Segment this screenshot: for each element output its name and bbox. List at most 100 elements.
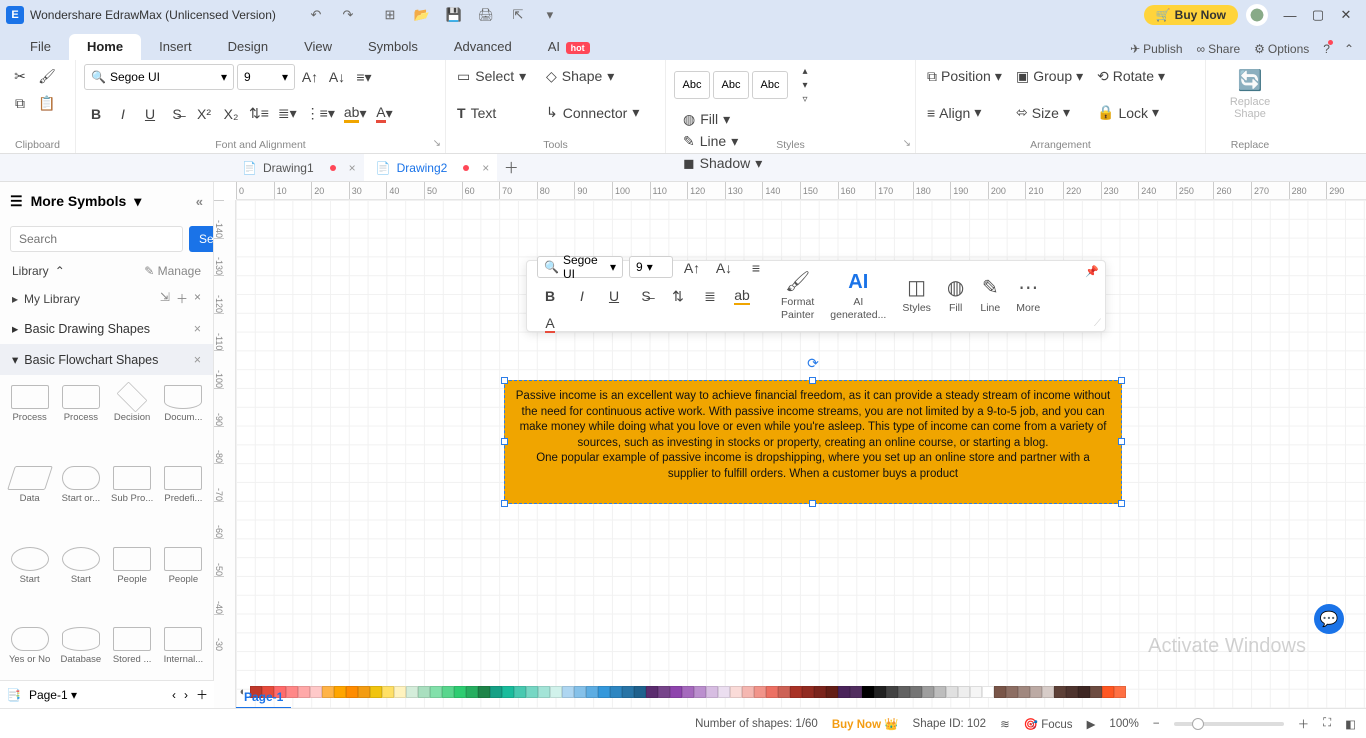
- float-strike[interactable]: S̶: [633, 284, 659, 308]
- menu-view[interactable]: View: [286, 34, 350, 60]
- shape-text[interactable]: Passive income is an excellent way to ac…: [505, 381, 1121, 490]
- shape-thumb-data[interactable]: Data: [4, 462, 55, 541]
- color-swatch[interactable]: [454, 686, 466, 698]
- category-basic-drawing[interactable]: ▸ Basic Drawing Shapes×: [0, 313, 213, 344]
- options-button[interactable]: ⚙ Options: [1254, 42, 1309, 56]
- color-swatch[interactable]: [586, 686, 598, 698]
- add-tab-button[interactable]: ＋: [497, 154, 525, 181]
- shape-thumb-people[interactable]: People: [158, 543, 209, 622]
- library-header[interactable]: Library ⌃ ✎ Manage: [0, 258, 213, 284]
- color-swatch[interactable]: [694, 686, 706, 698]
- doctab-drawing2[interactable]: 📄 Drawing2×: [364, 154, 498, 181]
- color-swatch[interactable]: [922, 686, 934, 698]
- color-swatch[interactable]: [946, 686, 958, 698]
- grow-font-button[interactable]: A↑: [298, 65, 322, 89]
- italic-button[interactable]: I: [111, 102, 135, 126]
- shape-thumb-docum-[interactable]: Docum...: [158, 381, 209, 460]
- float-underline[interactable]: U: [601, 284, 627, 308]
- color-swatch[interactable]: [706, 686, 718, 698]
- zoom-value[interactable]: 100%: [1109, 718, 1138, 730]
- float-linespacing[interactable]: ⇅: [665, 284, 691, 308]
- color-swatch[interactable]: [1006, 686, 1018, 698]
- float-line[interactable]: ✎Line: [972, 265, 1008, 327]
- close-icon[interactable]: ×: [194, 322, 201, 336]
- shape-thumb-predefi-[interactable]: Predefi...: [158, 462, 209, 541]
- save-button[interactable]: 💾: [442, 3, 466, 27]
- float-ai-generated[interactable]: AIAI generated...: [822, 265, 894, 327]
- resize-handle-ne[interactable]: [1118, 377, 1125, 384]
- color-swatch[interactable]: [742, 686, 754, 698]
- color-swatch[interactable]: [514, 686, 526, 698]
- drawing-canvas[interactable]: 🔍Segoe UI▾ 9▾ A↑ A↓ ≡ B I U S̶ ⇅ ≣ ab A …: [236, 200, 1366, 708]
- color-swatch[interactable]: [802, 686, 814, 698]
- color-swatch[interactable]: [646, 686, 658, 698]
- share-button[interactable]: ∞ Share: [1197, 42, 1241, 56]
- menu-file[interactable]: File: [12, 34, 69, 60]
- color-swatch[interactable]: [394, 686, 406, 698]
- color-swatch[interactable]: [658, 686, 670, 698]
- float-highlight[interactable]: ab: [729, 284, 755, 308]
- float-shrink-font[interactable]: A↓: [711, 256, 737, 280]
- shape-thumb-decision[interactable]: Decision: [107, 381, 158, 460]
- export-button[interactable]: ⇱: [506, 3, 530, 27]
- group-button[interactable]: ▣ Group▾: [1013, 64, 1091, 88]
- menu-advanced[interactable]: Advanced: [436, 34, 530, 60]
- bold-button[interactable]: B: [84, 102, 108, 126]
- qat-more-button[interactable]: ▾: [538, 3, 562, 27]
- superscript-button[interactable]: X²: [192, 102, 216, 126]
- strike-button[interactable]: S̶: [165, 102, 189, 126]
- color-swatch[interactable]: [814, 686, 826, 698]
- more-symbols-header[interactable]: ☰ More Symbols▾«: [0, 182, 213, 220]
- color-swatch[interactable]: [574, 686, 586, 698]
- float-pin-icon[interactable]: 📌: [1085, 265, 1099, 278]
- shape-thumb-process[interactable]: Process: [4, 381, 55, 460]
- format-painter-button[interactable]: 🖌: [35, 64, 59, 88]
- color-swatch[interactable]: [934, 686, 946, 698]
- float-align[interactable]: ≡: [743, 256, 769, 280]
- publish-button[interactable]: ✈ Publish: [1130, 42, 1182, 56]
- lib-add-icon[interactable]: ＋: [176, 290, 188, 307]
- color-swatch[interactable]: [538, 686, 550, 698]
- color-swatch[interactable]: [1054, 686, 1066, 698]
- float-styles[interactable]: ◫Styles: [894, 265, 939, 327]
- shape-thumb-sub-pro-[interactable]: Sub Pro...: [107, 462, 158, 541]
- shape-thumb-people[interactable]: People: [107, 543, 158, 622]
- color-swatch[interactable]: [790, 686, 802, 698]
- color-swatch[interactable]: [1090, 686, 1102, 698]
- resize-handle-s[interactable]: [809, 500, 816, 507]
- font-family-select[interactable]: 🔍 Segoe UI▾: [84, 64, 234, 90]
- color-swatch[interactable]: [358, 686, 370, 698]
- connector-tool[interactable]: ↳ Connector▾: [543, 101, 653, 125]
- color-swatch[interactable]: [1042, 686, 1054, 698]
- shadow-button[interactable]: ◼ Shadow▾: [680, 153, 765, 173]
- close-icon[interactable]: ×: [194, 353, 201, 367]
- color-swatch[interactable]: [862, 686, 874, 698]
- color-swatch[interactable]: [850, 686, 862, 698]
- color-swatch[interactable]: [958, 686, 970, 698]
- color-swatch[interactable]: [490, 686, 502, 698]
- my-library-row[interactable]: ▸ My Library⇲＋×: [0, 284, 213, 313]
- shape-thumb-start-or-[interactable]: Start or...: [55, 462, 106, 541]
- color-swatch[interactable]: [478, 686, 490, 698]
- buy-now-button[interactable]: 🛒 Buy Now: [1144, 5, 1238, 25]
- color-swatch[interactable]: [430, 686, 442, 698]
- resize-handle-nw[interactable]: [501, 377, 508, 384]
- ribbon-collapse-button[interactable]: ⌃: [1344, 42, 1354, 56]
- resize-handle-sw[interactable]: [501, 500, 508, 507]
- style-gallery-more[interactable]: ▿: [793, 92, 817, 106]
- color-swatch[interactable]: [442, 686, 454, 698]
- select-tool[interactable]: ▭ Select▾: [454, 64, 540, 88]
- color-swatch[interactable]: [910, 686, 922, 698]
- print-button[interactable]: 🖨: [474, 3, 498, 27]
- float-grow-font[interactable]: A↑: [679, 256, 705, 280]
- chat-bubble-button[interactable]: 💬: [1314, 604, 1344, 634]
- color-swatch[interactable]: [550, 686, 562, 698]
- page-select[interactable]: Page-1 ▾: [29, 688, 164, 702]
- color-swatch[interactable]: [1018, 686, 1030, 698]
- minimize-button[interactable]: ―: [1276, 1, 1304, 29]
- shrink-font-button[interactable]: A↓: [325, 65, 349, 89]
- close-icon[interactable]: ×: [482, 161, 489, 175]
- font-color-button[interactable]: A▾: [372, 102, 396, 126]
- color-swatch[interactable]: [898, 686, 910, 698]
- float-italic[interactable]: I: [569, 284, 595, 308]
